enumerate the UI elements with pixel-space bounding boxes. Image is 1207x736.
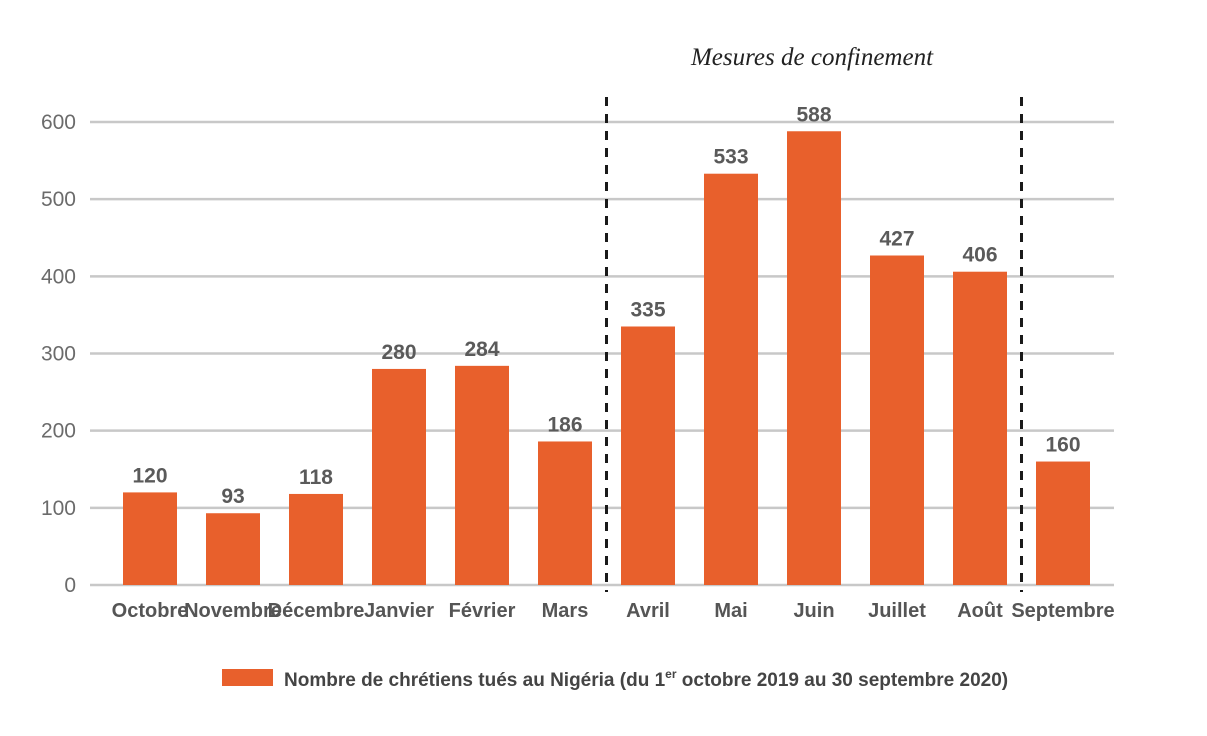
bar [372, 368, 426, 585]
y-tick-label: 400 [41, 265, 76, 288]
x-tick-label: Novembre [184, 600, 282, 622]
x-tick-label: Décembre [268, 600, 365, 622]
bar [870, 255, 924, 585]
data-label: 93 [221, 485, 244, 508]
y-tick-label: 600 [41, 111, 76, 134]
legend-swatch [222, 669, 273, 686]
data-label: 118 [299, 466, 333, 489]
bar [206, 513, 260, 585]
data-label: 160 [1045, 434, 1080, 457]
legend: Nombre de chrétiens tués au Nigéria (du … [222, 667, 1008, 691]
bar [455, 365, 509, 585]
x-tick-label: Janvier [364, 600, 434, 622]
data-label: 588 [796, 103, 831, 126]
y-tick-label: 500 [41, 188, 76, 211]
y-tick-label: 100 [41, 497, 76, 520]
bar [123, 492, 177, 585]
x-tick-label: Mars [542, 600, 589, 622]
x-tick-label: Octobre [112, 600, 189, 622]
data-label: 186 [547, 413, 582, 436]
bar [538, 441, 592, 585]
x-tick-label: Juillet [868, 600, 926, 622]
data-label: 120 [132, 464, 167, 487]
bar [953, 271, 1007, 585]
legend-prefix: Nombre de chrétiens tués au Nigéria (du … [284, 670, 666, 691]
x-tick-label: Septembre [1011, 600, 1114, 622]
grid-lines [90, 120, 1114, 587]
bar [704, 173, 758, 585]
bars [123, 131, 1090, 585]
data-label: 284 [464, 338, 499, 361]
data-label: 427 [879, 227, 914, 250]
data-label: 280 [381, 341, 416, 364]
x-tick-label: Juin [793, 600, 834, 622]
data-label: 406 [962, 244, 997, 267]
confinement-dividers [605, 97, 1023, 592]
x-tick-label: Avril [626, 600, 670, 622]
legend-label: Nombre de chrétiens tués au Nigéria (du … [284, 667, 1008, 691]
bar [621, 326, 675, 585]
legend-superscript: er [665, 667, 677, 681]
legend-suffix: octobre 2019 au 30 septembre 2020) [677, 670, 1009, 691]
x-tick-label: Mai [714, 600, 747, 622]
x-tick-label: Août [957, 600, 1003, 622]
y-tick-label: 0 [64, 574, 76, 597]
data-label: 533 [713, 146, 748, 169]
bar [289, 493, 343, 585]
data-label: 335 [630, 298, 665, 321]
y-tick-label: 300 [41, 343, 76, 366]
confinement-annotation: Mesures de confinement [690, 44, 934, 71]
y-tick-label: 200 [41, 420, 76, 443]
bar [787, 131, 841, 585]
bar [1036, 461, 1090, 585]
data-labels: 120 93 118 280 284 186 335 533 588 427 406 160 [132, 103, 1080, 508]
x-tick-label: Février [449, 600, 516, 622]
y-axis-ticks: 0 100 200 300 400 500 600 [41, 111, 76, 597]
